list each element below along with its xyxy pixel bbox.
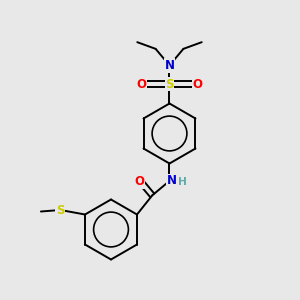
Text: S: S [56,203,65,217]
Text: O: O [192,77,203,91]
Text: O: O [135,175,145,188]
Text: N: N [164,59,175,72]
Text: S: S [165,77,174,91]
Text: O: O [136,77,147,91]
Text: H: H [178,177,187,188]
Text: N: N [167,174,177,188]
